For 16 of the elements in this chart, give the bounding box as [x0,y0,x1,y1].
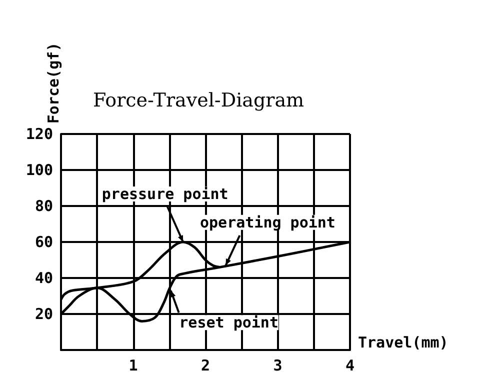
y-tick-label: 60 [34,233,53,251]
y-tick-label: 20 [34,305,53,323]
x-axis-title: Travel(mm) [358,334,448,352]
y-tick-label: 40 [34,269,53,287]
y-tick-label: 100 [26,161,53,179]
x-tick-label: 1 [128,356,138,374]
x-tick-label: 2 [200,356,210,374]
annotation: pressure point [102,185,228,203]
x-tick-label: 3 [273,356,282,374]
annotation: reset point [179,314,278,332]
y-axis-title: Force(gf) [44,42,62,124]
x-tick-label: 4 [345,356,355,374]
chart-title: Force-Travel-Diagram [93,90,304,112]
y-tick-label: 80 [34,197,53,215]
y-tick-label: 120 [26,125,53,143]
annotation: operating point [200,213,336,232]
